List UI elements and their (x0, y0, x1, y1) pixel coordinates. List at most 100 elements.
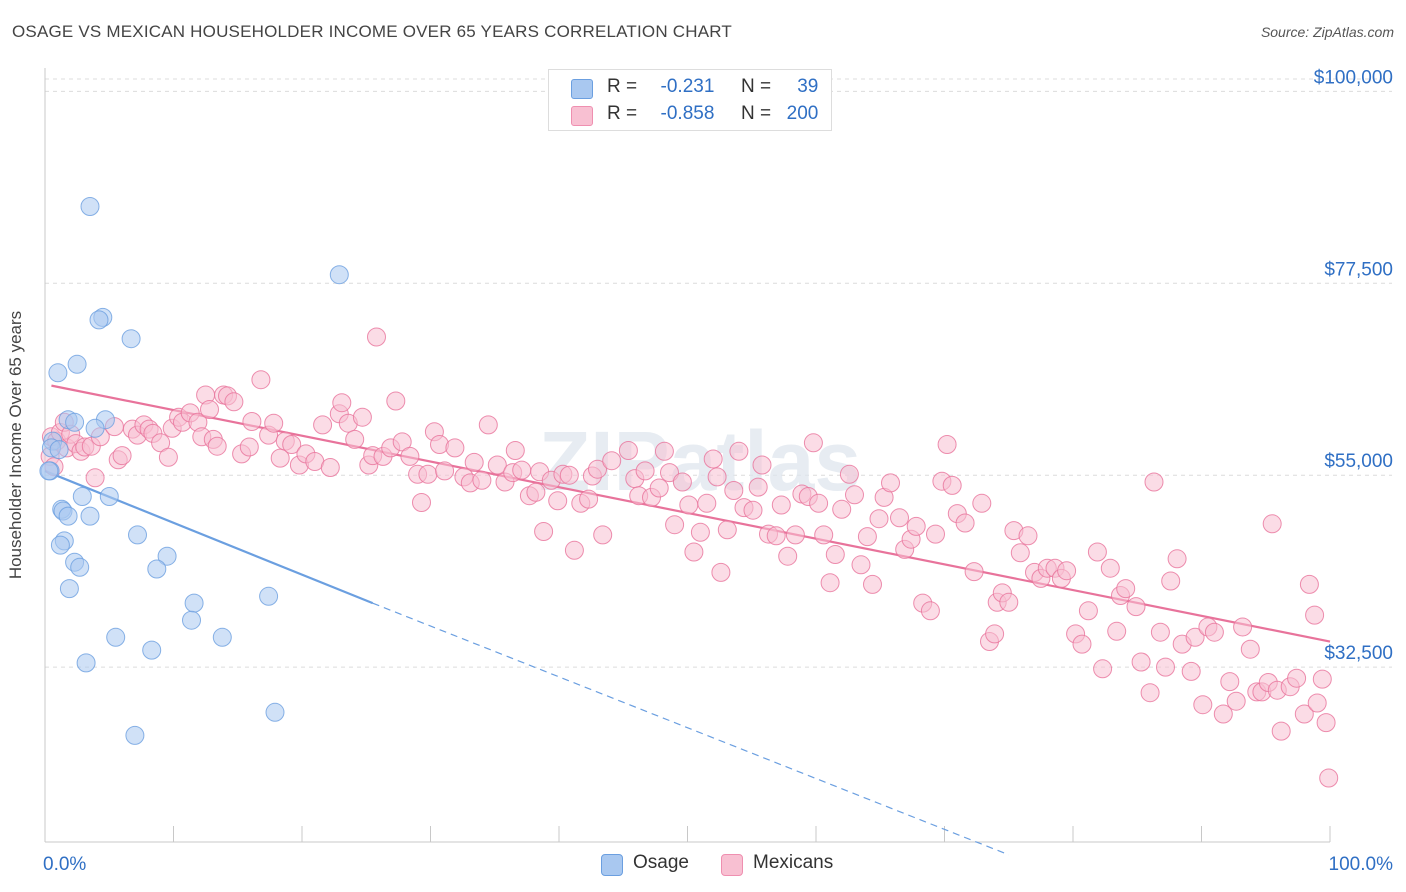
data-point-mexicans (1294, 704, 1314, 724)
data-point-mexicans (400, 446, 420, 466)
data-point-mexicans (464, 452, 484, 472)
data-point-mexicans (313, 415, 333, 435)
n-label: N = (740, 76, 772, 97)
data-point-mexicans (803, 433, 823, 453)
y-tick-label: $77,500 (1324, 259, 1393, 280)
data-point-mexicans (345, 429, 365, 449)
data-point-mexicans (1144, 472, 1164, 492)
data-point-mexicans (729, 441, 749, 461)
y-axis-title: Householder Income Over 65 years (6, 310, 25, 580)
data-point-mexicans (512, 460, 532, 480)
data-point-mexicans (579, 489, 599, 509)
data-point-mexicans (435, 461, 455, 481)
data-point-mexicans (752, 455, 772, 475)
chart-title: OSAGE VS MEXICAN HOUSEHOLDER INCOME OVER… (12, 22, 732, 41)
data-point-mexicans (890, 508, 909, 528)
data-point-osage (121, 329, 141, 349)
data-point-mexicans (778, 546, 798, 566)
data-point-osage (99, 487, 119, 506)
data-point-mexicans (412, 493, 431, 512)
data-point-osage (70, 557, 90, 577)
data-point-mexicans (1185, 627, 1205, 647)
data-point-osage (329, 265, 349, 285)
data-point-mexicans (1240, 639, 1260, 659)
data-point-mexicans (224, 392, 244, 412)
data-point-osage (212, 627, 232, 647)
data-point-mexicans (845, 485, 864, 505)
data-point-mexicans (881, 473, 900, 493)
data-point-mexicans (1213, 704, 1233, 724)
data-point-mexicans (207, 436, 227, 456)
data-point-mexicans (717, 520, 737, 540)
data-point-osage (142, 640, 162, 660)
data-point-mexicans (724, 481, 744, 500)
data-point-mexicans (1100, 558, 1120, 578)
data-point-mexicans (660, 463, 679, 483)
data-point-mexicans (1262, 514, 1282, 534)
mexicans-legend-label: Mexicans (753, 852, 834, 873)
data-point-mexicans (1161, 571, 1181, 591)
data-point-osage (48, 363, 68, 383)
data-point-mexicans (743, 500, 763, 520)
data-point-mexicans (320, 458, 340, 477)
data-point-mexicans (282, 435, 302, 454)
data-point-osage (72, 487, 92, 506)
data-point-osage (157, 546, 177, 566)
data-point-mexicans (200, 400, 219, 419)
data-point-mexicans (1072, 634, 1092, 654)
y-tick-label: $55,000 (1324, 451, 1393, 472)
r-label: R = (607, 76, 638, 97)
data-point-mexicans (825, 545, 845, 564)
data-point-mexicans (505, 441, 525, 460)
data-point-mexicans (771, 495, 791, 515)
data-point-mexicans (332, 393, 352, 413)
data-point-osage (50, 535, 70, 555)
tick-labels: $100,000 $77,500 $55,000 $32,500 0.0% 100.0% (43, 67, 1393, 875)
data-point-mexicans (548, 491, 568, 511)
data-point-mexicans (1107, 621, 1127, 641)
data-point-mexicans (242, 412, 262, 431)
data-point-mexicans (1193, 695, 1213, 715)
data-point-mexicans (472, 470, 492, 490)
data-point-mexicans (1140, 683, 1160, 703)
data-point-mexicans (112, 446, 132, 466)
r-value: -0.858 (660, 103, 715, 124)
data-point-mexicans (602, 451, 622, 471)
data-point-osage (39, 461, 59, 481)
data-point-mexicans (937, 435, 957, 454)
data-point-mexicans (158, 447, 178, 467)
data-point-mexicans (1316, 713, 1336, 733)
data-point-mexicans (665, 515, 685, 535)
data-point-mexicans (920, 601, 940, 621)
data-point-mexicans (618, 441, 638, 460)
data-point-mexicans (367, 327, 386, 347)
data-point-mexicans (1057, 561, 1077, 581)
data-point-mexicans (487, 455, 507, 475)
data-point-mexicans (418, 464, 438, 484)
data-point-mexicans (711, 562, 731, 582)
x-tick-label: 0.0% (43, 854, 86, 875)
data-point-mexicans (1131, 652, 1151, 672)
data-point-osage (49, 440, 69, 460)
data-point-mexicans (1312, 669, 1332, 689)
data-point-mexicans (1307, 693, 1327, 713)
data-points (39, 197, 1339, 788)
data-point-mexicans (1204, 622, 1224, 642)
data-point-mexicans (1271, 721, 1291, 741)
data-point-mexicans (955, 513, 975, 533)
data-point-mexicans (703, 449, 723, 469)
mexicans-legend-swatch (721, 854, 743, 876)
trend-line-extension-osage (372, 602, 1009, 856)
data-point-osage (182, 610, 201, 630)
data-point-mexicans (430, 435, 449, 454)
data-point-mexicans (352, 407, 372, 427)
trend-line-osage (44, 469, 374, 605)
data-point-mexicans (748, 477, 768, 497)
r-value: -0.231 (660, 76, 715, 97)
data-point-osage (147, 559, 167, 579)
data-point-osage (67, 354, 87, 374)
data-point-mexicans (1226, 691, 1246, 711)
data-point-mexicans (906, 516, 926, 536)
data-point-mexicans (820, 573, 840, 593)
